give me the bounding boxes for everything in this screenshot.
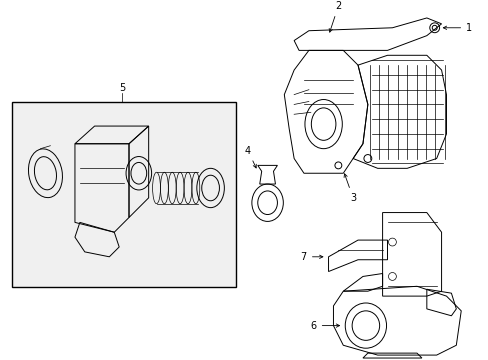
Bar xyxy=(12,103,236,287)
Text: 4: 4 xyxy=(244,145,256,168)
Text: 1: 1 xyxy=(443,23,471,33)
Text: 2: 2 xyxy=(328,1,341,32)
Bar xyxy=(12,103,236,287)
Text: 6: 6 xyxy=(310,321,339,330)
Text: 7: 7 xyxy=(300,252,322,262)
Text: 3: 3 xyxy=(344,174,355,203)
Text: 5: 5 xyxy=(119,83,125,93)
